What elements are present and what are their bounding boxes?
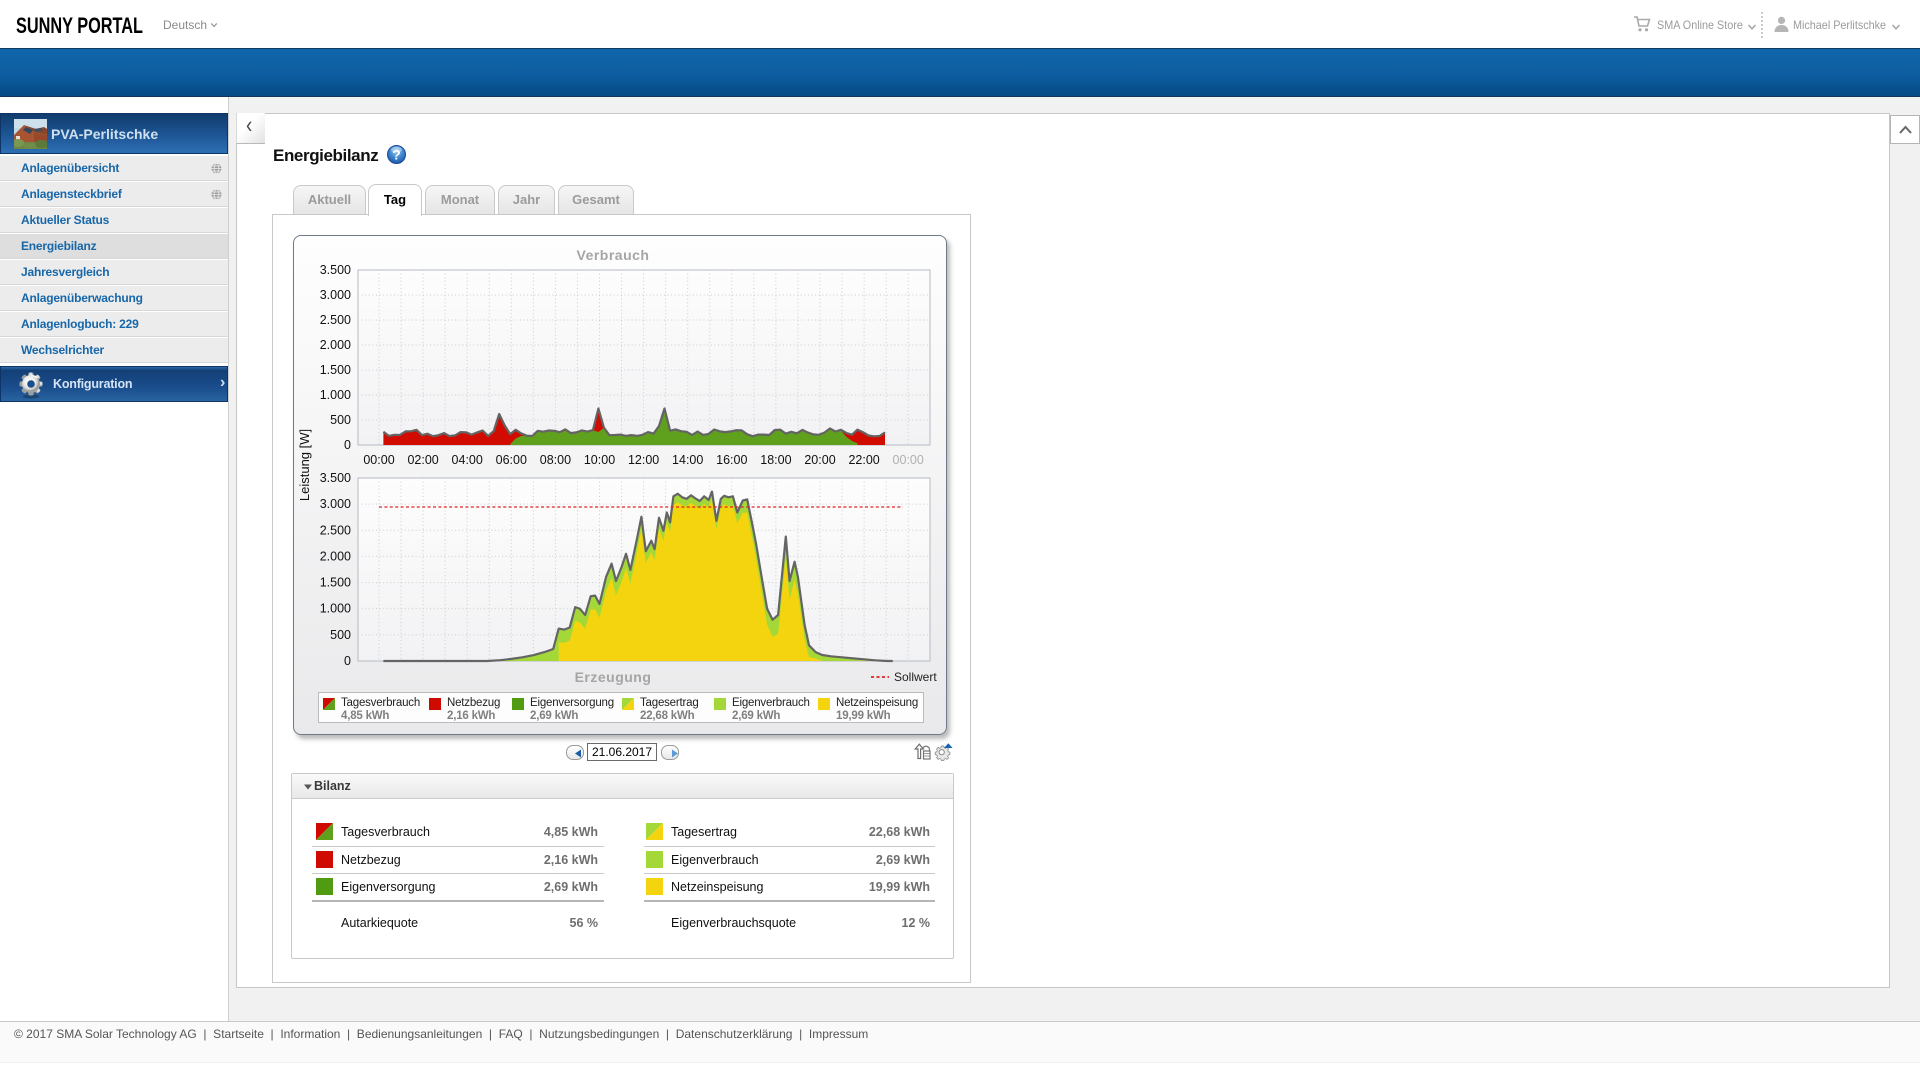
svg-text:Erzeugung: Erzeugung bbox=[575, 669, 652, 685]
svg-text:04:00: 04:00 bbox=[452, 453, 483, 467]
svg-text:2.000: 2.000 bbox=[320, 338, 351, 352]
svg-text:22:00: 22:00 bbox=[848, 453, 879, 467]
svg-text:0: 0 bbox=[344, 654, 351, 668]
svg-text:3.500: 3.500 bbox=[320, 263, 351, 277]
svg-text:3.000: 3.000 bbox=[320, 497, 351, 511]
svg-text:2.500: 2.500 bbox=[320, 523, 351, 537]
svg-text:00:00: 00:00 bbox=[893, 453, 924, 467]
svg-text:16:00: 16:00 bbox=[716, 453, 747, 467]
svg-text:06:00: 06:00 bbox=[496, 453, 527, 467]
svg-text:08:00: 08:00 bbox=[540, 453, 571, 467]
svg-text:500: 500 bbox=[330, 413, 351, 427]
svg-text:14:00: 14:00 bbox=[672, 453, 703, 467]
svg-text:2.500: 2.500 bbox=[320, 313, 351, 327]
svg-text:20:00: 20:00 bbox=[804, 453, 835, 467]
svg-text:Sollwert: Sollwert bbox=[894, 670, 937, 684]
svg-text:18:00: 18:00 bbox=[760, 453, 791, 467]
svg-text:0: 0 bbox=[344, 438, 351, 452]
svg-text:3.500: 3.500 bbox=[320, 471, 351, 485]
svg-text:3.000: 3.000 bbox=[320, 288, 351, 302]
svg-text:1.500: 1.500 bbox=[320, 576, 351, 590]
svg-text:Leistung [W]: Leistung [W] bbox=[297, 429, 312, 501]
svg-text:1.500: 1.500 bbox=[320, 363, 351, 377]
svg-text:Verbrauch: Verbrauch bbox=[577, 247, 650, 263]
svg-text:12:00: 12:00 bbox=[628, 453, 659, 467]
svg-text:10:00: 10:00 bbox=[584, 453, 615, 467]
svg-text:500: 500 bbox=[330, 628, 351, 642]
svg-text:?: ? bbox=[392, 147, 401, 163]
svg-text:1.000: 1.000 bbox=[320, 388, 351, 402]
svg-text:1.000: 1.000 bbox=[320, 602, 351, 616]
svg-text:00:00: 00:00 bbox=[363, 453, 394, 467]
svg-text:02:00: 02:00 bbox=[407, 453, 438, 467]
svg-text:2.000: 2.000 bbox=[320, 549, 351, 563]
